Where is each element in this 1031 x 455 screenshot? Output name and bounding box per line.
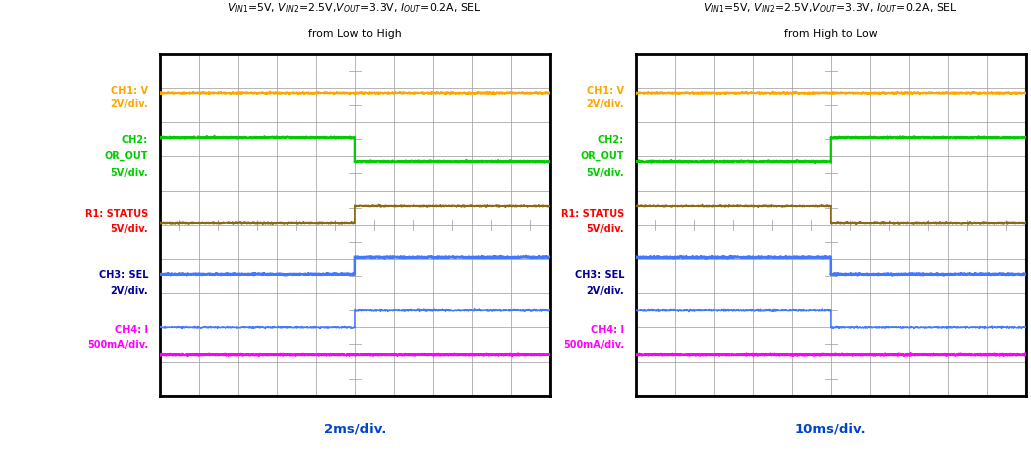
- Text: 2V/div.: 2V/div.: [110, 285, 148, 295]
- Text: OR_OUT: OR_OUT: [580, 150, 624, 161]
- Text: 10ms/div.: 10ms/div.: [795, 421, 867, 435]
- Text: CH1: V: CH1: V: [587, 86, 624, 96]
- Text: CH4: I: CH4: I: [115, 324, 148, 334]
- Text: CH2:: CH2:: [598, 135, 624, 145]
- Text: 2V/div.: 2V/div.: [587, 99, 624, 109]
- Text: CH4: I: CH4: I: [591, 324, 624, 334]
- Text: R1: STATUS: R1: STATUS: [85, 208, 148, 218]
- Text: OR_OUT: OR_OUT: [104, 150, 148, 161]
- Text: $V_{IN1}$=5V, $V_{IN2}$=2.5V,$V_{OUT}$=3.3V, $I_{OUT}$=0.2A, SEL: $V_{IN1}$=5V, $V_{IN2}$=2.5V,$V_{OUT}$=3…: [703, 1, 958, 15]
- Text: 500mA/div.: 500mA/div.: [563, 340, 624, 349]
- Text: CH1: V: CH1: V: [111, 86, 148, 96]
- Text: 500mA/div.: 500mA/div.: [87, 340, 148, 349]
- Text: 5V/div.: 5V/div.: [587, 167, 624, 177]
- Text: CH3: SEL: CH3: SEL: [99, 270, 148, 280]
- Text: CH3: SEL: CH3: SEL: [574, 270, 624, 280]
- Text: CH2:: CH2:: [122, 135, 148, 145]
- Text: $V_{IN1}$=5V, $V_{IN2}$=2.5V,$V_{OUT}$=3.3V, $I_{OUT}$=0.2A, SEL: $V_{IN1}$=5V, $V_{IN2}$=2.5V,$V_{OUT}$=3…: [228, 1, 483, 15]
- Text: 2V/div.: 2V/div.: [587, 285, 624, 295]
- Text: R1: STATUS: R1: STATUS: [561, 208, 624, 218]
- Text: 2V/div.: 2V/div.: [110, 99, 148, 109]
- Text: 5V/div.: 5V/div.: [110, 224, 148, 233]
- Text: from High to Low: from High to Low: [784, 29, 877, 39]
- Text: 5V/div.: 5V/div.: [110, 167, 148, 177]
- Text: from Low to High: from Low to High: [308, 29, 402, 39]
- Text: 5V/div.: 5V/div.: [587, 224, 624, 233]
- Text: 2ms/div.: 2ms/div.: [324, 421, 386, 435]
